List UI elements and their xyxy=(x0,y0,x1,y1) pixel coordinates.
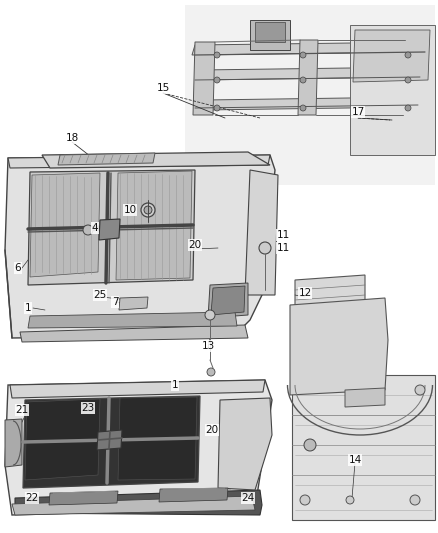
Polygon shape xyxy=(403,40,423,115)
Circle shape xyxy=(300,495,310,505)
Polygon shape xyxy=(218,398,272,490)
Polygon shape xyxy=(192,42,430,55)
Text: 11: 11 xyxy=(276,243,290,253)
Circle shape xyxy=(405,77,411,83)
Text: 20: 20 xyxy=(205,425,219,435)
Polygon shape xyxy=(185,5,435,185)
Polygon shape xyxy=(30,173,100,277)
Circle shape xyxy=(346,496,354,504)
Polygon shape xyxy=(15,490,262,515)
Polygon shape xyxy=(295,275,365,315)
Polygon shape xyxy=(28,170,195,285)
Polygon shape xyxy=(245,170,278,295)
Polygon shape xyxy=(255,22,285,42)
Polygon shape xyxy=(292,375,435,520)
Circle shape xyxy=(83,225,93,235)
Polygon shape xyxy=(119,297,148,310)
Polygon shape xyxy=(97,430,122,450)
Circle shape xyxy=(410,495,420,505)
Text: 24: 24 xyxy=(241,493,254,503)
Polygon shape xyxy=(42,152,270,168)
Text: 21: 21 xyxy=(15,405,28,415)
Polygon shape xyxy=(5,155,275,338)
Polygon shape xyxy=(28,312,237,328)
Text: 1: 1 xyxy=(25,303,31,313)
Polygon shape xyxy=(198,67,425,80)
Polygon shape xyxy=(58,153,155,165)
Circle shape xyxy=(205,310,215,320)
Circle shape xyxy=(214,105,220,111)
Polygon shape xyxy=(5,380,272,515)
Circle shape xyxy=(214,77,220,83)
Polygon shape xyxy=(203,97,420,110)
Polygon shape xyxy=(211,286,245,315)
Text: 11: 11 xyxy=(276,230,290,240)
Text: 17: 17 xyxy=(351,107,364,117)
Circle shape xyxy=(300,52,306,58)
Circle shape xyxy=(207,368,215,376)
Polygon shape xyxy=(345,388,385,407)
Circle shape xyxy=(405,52,411,58)
Polygon shape xyxy=(10,380,265,398)
Polygon shape xyxy=(49,491,118,505)
Circle shape xyxy=(300,105,306,111)
Circle shape xyxy=(214,52,220,58)
Text: 4: 4 xyxy=(92,223,98,233)
Circle shape xyxy=(300,77,306,83)
Polygon shape xyxy=(25,399,100,480)
Text: 12: 12 xyxy=(298,288,311,298)
Text: 13: 13 xyxy=(201,341,215,351)
Polygon shape xyxy=(350,25,435,155)
Polygon shape xyxy=(118,397,197,480)
Text: 25: 25 xyxy=(93,290,106,300)
Polygon shape xyxy=(298,40,318,115)
Text: 10: 10 xyxy=(124,205,137,215)
Text: 1: 1 xyxy=(172,380,178,390)
Circle shape xyxy=(415,385,425,395)
Polygon shape xyxy=(353,30,430,82)
Polygon shape xyxy=(23,396,200,488)
Text: 23: 23 xyxy=(81,403,95,413)
Polygon shape xyxy=(250,20,290,50)
Text: 18: 18 xyxy=(65,133,79,143)
Text: 14: 14 xyxy=(348,455,362,465)
Polygon shape xyxy=(208,283,248,318)
Text: 7: 7 xyxy=(112,297,118,307)
Text: 20: 20 xyxy=(188,240,201,250)
Text: 6: 6 xyxy=(15,263,21,273)
Text: 15: 15 xyxy=(156,83,170,93)
Polygon shape xyxy=(193,42,215,115)
Polygon shape xyxy=(116,171,192,280)
Polygon shape xyxy=(5,419,22,467)
Polygon shape xyxy=(8,155,270,168)
Circle shape xyxy=(259,242,271,254)
Text: 22: 22 xyxy=(25,493,39,503)
Circle shape xyxy=(144,206,152,214)
Polygon shape xyxy=(159,488,228,502)
Polygon shape xyxy=(290,298,388,395)
Circle shape xyxy=(304,439,316,451)
Circle shape xyxy=(405,105,411,111)
Polygon shape xyxy=(12,496,255,515)
Polygon shape xyxy=(20,325,248,342)
Circle shape xyxy=(141,203,155,217)
Polygon shape xyxy=(99,219,120,240)
